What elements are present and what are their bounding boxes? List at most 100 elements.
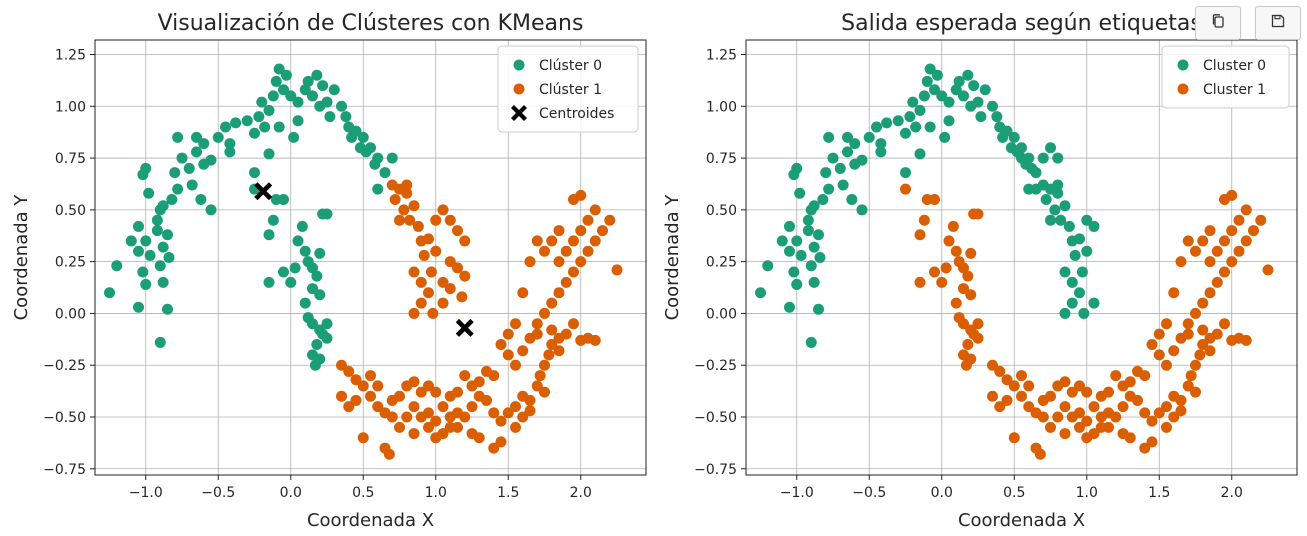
data-point [302,75,314,87]
data-point [314,247,326,259]
data-point [962,69,974,81]
data-point [1074,421,1085,433]
data-point [1175,256,1187,268]
data-point [808,276,820,288]
data-point [1161,318,1172,330]
x-tick-label: −0.5 [852,485,886,501]
data-point [1040,194,1052,205]
x-tick-label: 1.0 [1076,485,1098,501]
data-point [914,148,926,160]
data-point [256,96,268,108]
data-point [813,303,824,315]
data-point [1016,370,1027,382]
data-point [423,421,434,433]
data-point [1063,220,1075,232]
data-point [534,370,546,382]
legend-box [497,45,639,133]
y-tick-label: 1.25 [706,48,737,64]
data-point [1095,421,1107,433]
legend-box [1161,45,1290,109]
copy-button[interactable] [1195,6,1241,40]
plot-frame [745,39,1298,476]
data-point [918,214,930,226]
data-point [452,225,463,237]
chart-2: −1.0 −0.5 0.0 0.5 1.0 1.5 2.0 −0.75 −0.50 −0.25 0.… [662,11,1298,531]
data-point [1059,200,1071,212]
data-point [904,111,916,123]
data-point [802,214,814,226]
x-tick-label: 0.0 [931,485,953,501]
data-point [1204,256,1216,268]
data-point [950,297,962,309]
data-point [408,307,420,319]
data-point [205,204,217,216]
data-point [343,365,355,377]
data-point [270,75,282,87]
data-point [1081,415,1093,427]
data-point [157,241,169,253]
data-point [1030,183,1042,195]
data-point [1076,266,1088,278]
data-point [292,96,304,108]
data-point [856,204,868,216]
data-point [560,245,572,257]
data-point [383,448,395,460]
data-point [979,84,991,96]
data-point [823,131,835,143]
data-point [263,276,275,288]
data-point [1139,407,1151,419]
x-tick-label: 1.0 [425,485,447,501]
data-point [958,283,969,295]
data-point [1153,349,1165,361]
data-point [539,307,550,319]
data-point [531,380,543,392]
data-point [1081,386,1093,398]
data-point [321,208,333,220]
data-point [273,121,285,133]
data-point [575,256,587,268]
data-point [808,200,820,212]
data-point [163,252,175,263]
data-point [1117,401,1129,413]
data-point [437,428,449,440]
data-point [834,162,846,174]
data-point [802,225,814,237]
data-point [372,183,384,195]
data-point [186,179,198,191]
data-point [459,235,471,247]
data-point [972,318,984,330]
data-point [140,278,152,290]
data-point [1255,214,1267,226]
data-point [299,245,311,257]
save-icon [1270,13,1286,33]
data-point [1240,235,1252,247]
save-button[interactable] [1255,6,1301,40]
data-point [299,297,311,309]
data-point [401,380,413,392]
data-point [220,121,231,133]
data-point [412,220,424,232]
data-point [553,287,565,299]
y-tick-label: 1.00 [706,99,737,115]
data-point [1161,359,1172,371]
data-point [1045,421,1056,433]
data-point [418,249,430,261]
data-point [1194,349,1206,361]
data-point [1052,152,1064,164]
data-point [386,411,398,423]
data-point [452,262,463,274]
data-point [423,380,434,392]
data-point [133,245,144,257]
data-point [1052,411,1064,423]
data-point [212,131,224,143]
data-point [1197,324,1209,336]
x-tick-label: 0.5 [1003,485,1025,501]
data-point [813,229,824,241]
legend-marker [513,83,525,95]
data-point [546,339,558,350]
data-point [328,84,340,96]
data-point [437,297,449,309]
data-point [249,167,260,179]
data-point [900,183,911,195]
